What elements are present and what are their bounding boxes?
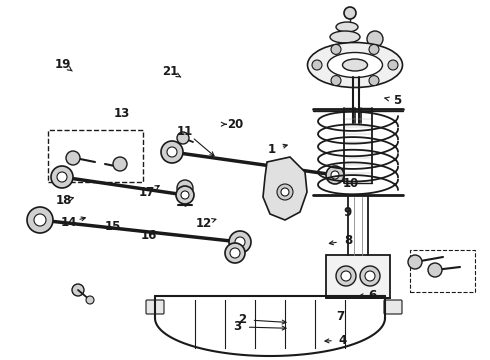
Circle shape	[428, 263, 442, 277]
Circle shape	[86, 296, 94, 304]
Circle shape	[176, 186, 194, 204]
Circle shape	[369, 44, 379, 54]
Circle shape	[336, 266, 356, 286]
Text: 1: 1	[268, 143, 276, 156]
Ellipse shape	[330, 31, 360, 43]
Circle shape	[51, 166, 73, 188]
Text: 9: 9	[344, 206, 352, 219]
FancyBboxPatch shape	[326, 255, 390, 298]
Circle shape	[161, 141, 183, 163]
Text: 14: 14	[60, 216, 77, 229]
Circle shape	[281, 188, 289, 196]
Circle shape	[365, 271, 375, 281]
Text: 13: 13	[113, 107, 130, 120]
Ellipse shape	[308, 42, 402, 87]
Circle shape	[367, 31, 383, 47]
Text: 18: 18	[55, 194, 72, 207]
Text: 12: 12	[195, 217, 212, 230]
Text: 2: 2	[239, 313, 246, 326]
Ellipse shape	[343, 59, 368, 71]
Circle shape	[72, 284, 84, 296]
Circle shape	[341, 271, 351, 281]
Text: 20: 20	[227, 118, 244, 131]
Circle shape	[360, 266, 380, 286]
FancyBboxPatch shape	[146, 300, 164, 314]
Circle shape	[225, 243, 245, 263]
Text: 15: 15	[104, 220, 121, 233]
Circle shape	[344, 7, 356, 19]
Circle shape	[312, 60, 322, 70]
Text: 5: 5	[393, 94, 401, 107]
Ellipse shape	[327, 53, 383, 77]
Text: 3: 3	[234, 320, 242, 333]
Text: 4: 4	[339, 334, 347, 347]
Text: 7: 7	[337, 310, 344, 323]
Circle shape	[331, 44, 341, 54]
Text: 16: 16	[140, 229, 157, 242]
Polygon shape	[263, 157, 307, 220]
Circle shape	[57, 172, 67, 182]
Circle shape	[369, 76, 379, 86]
Circle shape	[167, 147, 177, 157]
Text: 19: 19	[54, 58, 71, 71]
Circle shape	[388, 60, 398, 70]
Circle shape	[326, 166, 344, 184]
Circle shape	[181, 191, 189, 199]
Text: 6: 6	[368, 289, 376, 302]
Circle shape	[66, 151, 80, 165]
Circle shape	[177, 180, 193, 196]
Circle shape	[229, 231, 251, 253]
Circle shape	[408, 255, 422, 269]
Text: 17: 17	[139, 186, 155, 199]
Circle shape	[235, 237, 245, 247]
Text: 10: 10	[342, 177, 359, 190]
Text: 21: 21	[162, 65, 179, 78]
Ellipse shape	[336, 22, 358, 32]
Text: 11: 11	[177, 125, 194, 138]
Circle shape	[113, 157, 127, 171]
Circle shape	[27, 207, 53, 233]
Circle shape	[34, 214, 46, 226]
Circle shape	[331, 76, 341, 86]
Circle shape	[230, 248, 240, 258]
Text: 8: 8	[344, 234, 352, 247]
Circle shape	[277, 184, 293, 200]
Circle shape	[331, 171, 339, 179]
Circle shape	[177, 132, 189, 144]
FancyBboxPatch shape	[384, 300, 402, 314]
